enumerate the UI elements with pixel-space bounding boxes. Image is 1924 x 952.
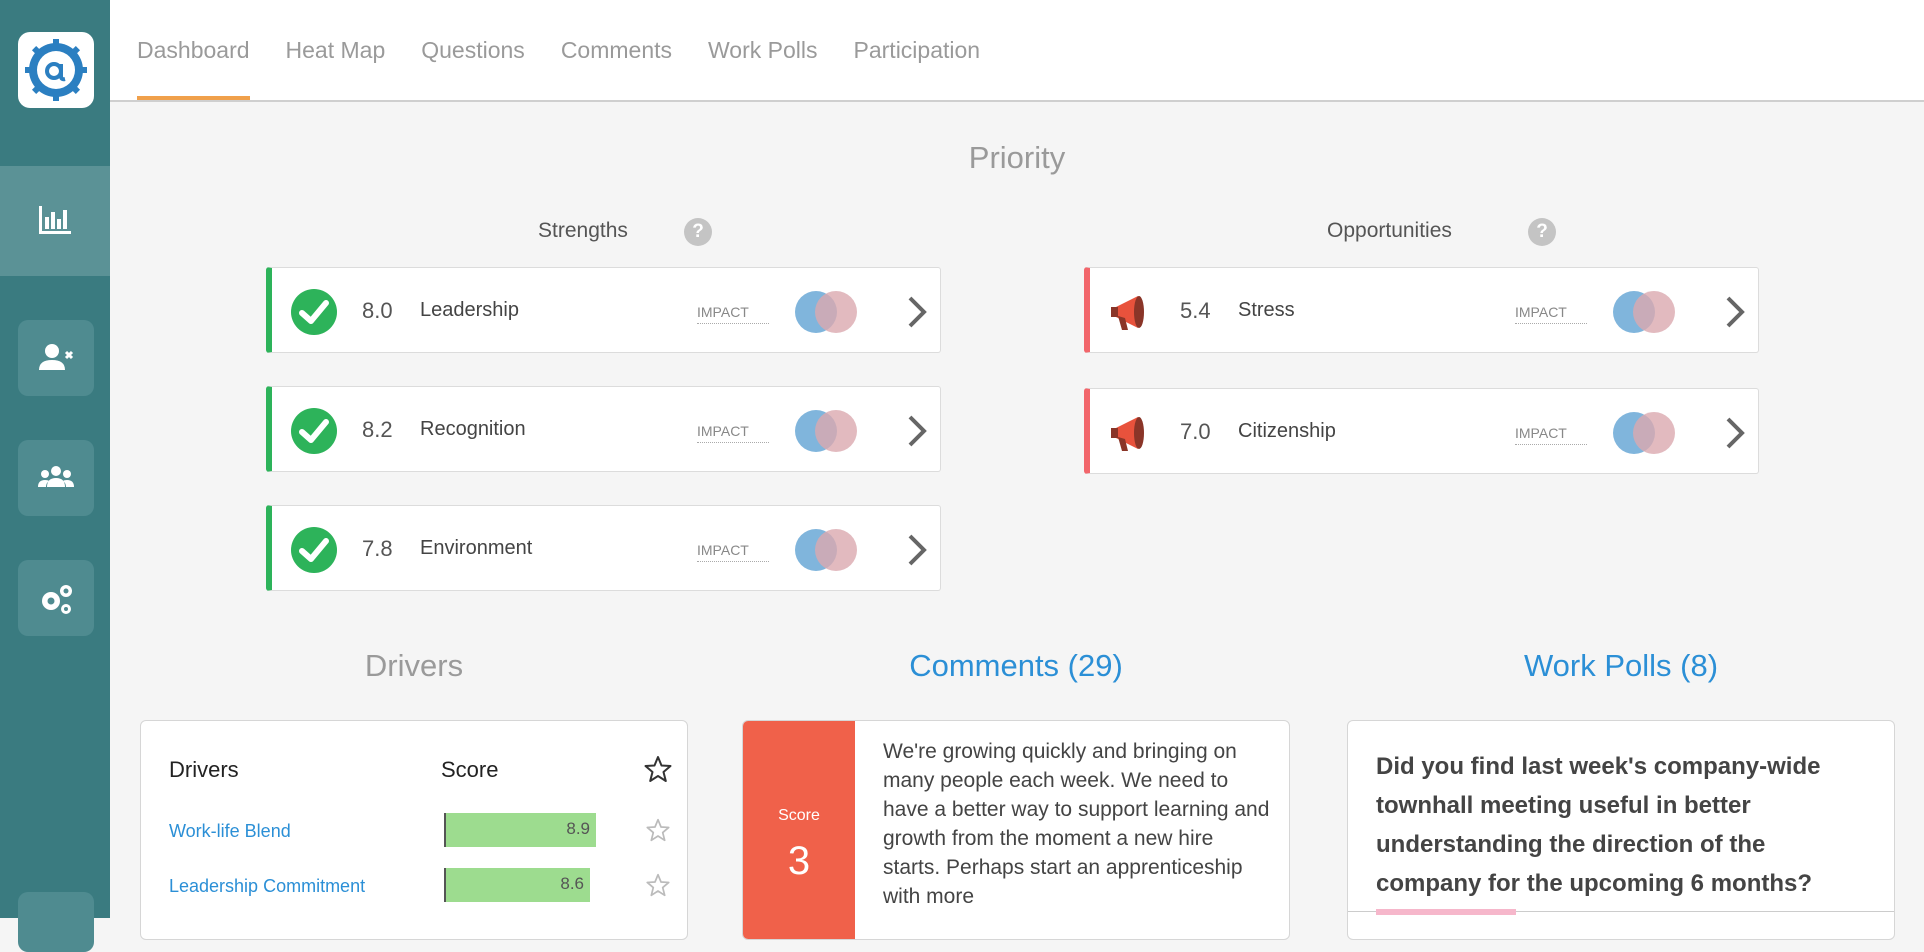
driver-row-label[interactable]: Leadership Commitment (169, 876, 366, 896)
tab-participation[interactable]: Participation (853, 36, 981, 63)
impact-label: IMPACT (697, 304, 769, 324)
strength-score: 8.2 (362, 417, 393, 442)
strength-card[interactable]: 8.2 Recognition IMPACT (266, 386, 941, 472)
chevron-right-icon[interactable] (1722, 294, 1748, 330)
poll-result-bar (1376, 909, 1516, 915)
comment-score-box: Score 3 (743, 721, 855, 939)
tab-questions[interactable]: Questions (421, 36, 525, 63)
strength-label: Environment (420, 537, 533, 559)
app-logo[interactable] (18, 32, 94, 108)
user-remove-icon (39, 344, 74, 370)
poll-divider (1348, 911, 1894, 912)
venn-icon (795, 529, 857, 571)
opportunities-help-icon[interactable]: ? (1528, 218, 1556, 246)
strength-card[interactable]: 8.0 Leadership IMPACT (266, 267, 941, 353)
drivers-section-title: Drivers (364, 648, 464, 683)
opportunity-card[interactable]: 5.4 Stress IMPACT (1084, 267, 1759, 353)
opportunity-label: Citizenship (1238, 420, 1336, 442)
tab-work-polls[interactable]: Work Polls (708, 36, 818, 63)
star-icon[interactable] (646, 873, 670, 897)
star-icon[interactable] (644, 755, 672, 783)
megaphone-icon (1111, 417, 1144, 451)
nav-remove-user[interactable] (18, 320, 94, 396)
chevron-right-icon[interactable] (904, 532, 930, 568)
check-circle-icon (291, 408, 337, 454)
comment-text: We're growing quickly and bringing on ma… (883, 740, 1270, 908)
driver-score-bar: 8.6 (444, 868, 590, 902)
poll-question: Did you find last week's company-wide to… (1376, 753, 1821, 897)
venn-icon (795, 410, 857, 452)
group-icon (38, 466, 74, 487)
comment-card[interactable]: Score 3 We're growing quickly and bringi… (742, 720, 1290, 940)
chevron-right-icon[interactable] (904, 294, 930, 330)
strength-label: Recognition (420, 418, 526, 440)
strength-card[interactable]: 7.8 Environment IMPACT (266, 505, 941, 591)
priority-title: Priority (968, 140, 1066, 175)
nav-profile[interactable] (18, 892, 94, 952)
work-polls-section-title[interactable]: Work Polls (8) (1523, 648, 1719, 683)
logo-icon (25, 39, 87, 101)
work-poll-card[interactable]: Did you find last week's company-wide to… (1347, 720, 1895, 940)
strengths-help-icon[interactable]: ? (684, 218, 712, 246)
driver-score-bar: 8.9 (444, 813, 596, 847)
impact-label: IMPACT (697, 542, 769, 562)
tab-comments[interactable]: Comments (560, 36, 673, 63)
impact-label: IMPACT (1515, 425, 1587, 445)
score-column-header: Score (441, 757, 499, 782)
comments-section-title[interactable]: Comments (29) (909, 648, 1123, 683)
driver-score-value: 8.9 (566, 819, 590, 838)
star-icon[interactable] (646, 818, 670, 842)
driver-score-value: 8.6 (560, 874, 584, 893)
impact-label: IMPACT (697, 423, 769, 443)
strength-score: 7.8 (362, 536, 393, 561)
check-circle-icon (291, 527, 337, 573)
nav-analytics[interactable] (0, 166, 110, 276)
impact-label: IMPACT (1515, 304, 1587, 324)
venn-icon (1613, 291, 1675, 333)
top-tab-bar: Dashboard Heat Map Questions Comments Wo… (110, 0, 1924, 102)
opportunity-score: 7.0 (1180, 419, 1211, 444)
opportunity-label: Stress (1238, 299, 1295, 321)
comment-score-value: 3 (787, 839, 811, 883)
drivers-panel: Drivers Score Work-life Blend 8.9 Leader… (140, 720, 688, 940)
opportunities-heading: Opportunities (1327, 219, 1452, 242)
opportunity-card[interactable]: 7.0 Citizenship IMPACT (1084, 388, 1759, 474)
nav-settings[interactable] (18, 560, 94, 636)
gears-icon (42, 585, 72, 614)
tab-heat-map[interactable]: Heat Map (285, 36, 386, 63)
check-circle-icon (291, 289, 337, 335)
chevron-right-icon[interactable] (1722, 415, 1748, 451)
strength-score: 8.0 (362, 298, 393, 323)
venn-icon (1613, 412, 1675, 454)
bar-chart-icon (39, 206, 71, 234)
venn-icon (795, 291, 857, 333)
sidebar (0, 0, 110, 952)
strength-label: Leadership (420, 299, 519, 321)
chevron-right-icon[interactable] (904, 413, 930, 449)
nav-teams[interactable] (18, 440, 94, 516)
driver-row-label[interactable]: Work-life Blend (169, 821, 291, 841)
megaphone-icon (1111, 296, 1144, 330)
strengths-heading: Strengths (538, 219, 628, 242)
tab-dashboard[interactable]: Dashboard (137, 0, 250, 100)
comment-score-label: Score (778, 807, 820, 824)
opportunity-score: 5.4 (1180, 298, 1211, 323)
drivers-column-header: Drivers (169, 757, 239, 782)
